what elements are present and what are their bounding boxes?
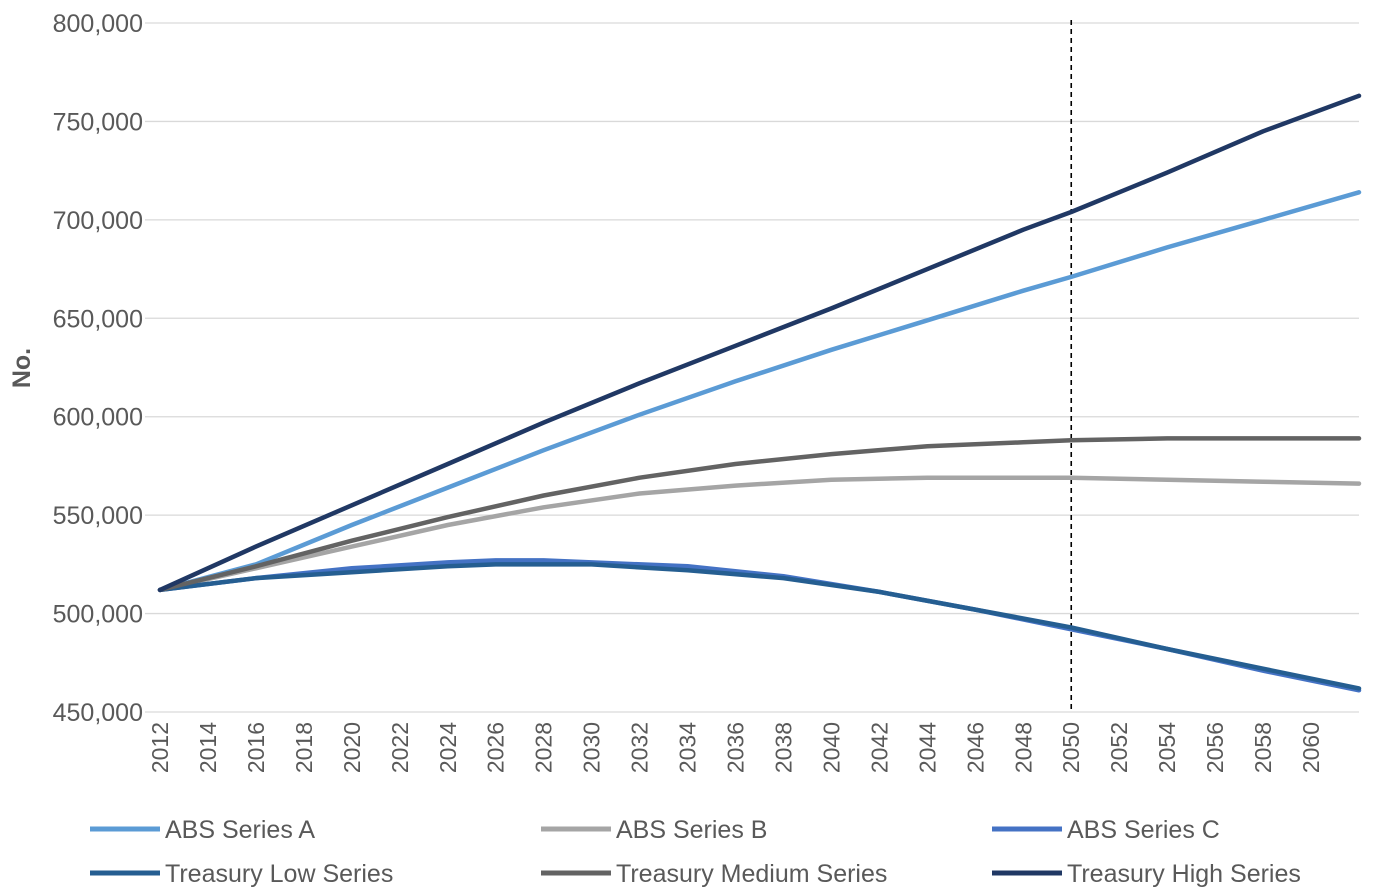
x-tick-label: 2012 [147,722,173,773]
x-tick-label: 2042 [866,722,892,773]
y-axis-label: No. [8,348,36,388]
legend: ABS Series A ABS Series B ABS Series C Trea… [90,816,1301,888]
legend-label: Treasury High Series [1067,860,1301,888]
x-tick-label: 2050 [1058,722,1084,773]
x-tick-label: 2018 [291,722,317,773]
series-line-1 [157,475,1362,593]
x-tick-label: 2016 [243,722,269,773]
x-tick-label: 2054 [1154,722,1180,773]
x-tick-label: 2040 [818,722,844,773]
legend-label: ABS Series C [1067,816,1220,844]
y-axis-ticks: 450,000 500,000 550,000 600,000 650,000 700,0… [53,10,143,727]
x-tick-label: 2020 [339,722,365,773]
y-tick-label: 700,000 [53,207,143,235]
x-tick-label: 2052 [1106,722,1132,773]
x-tick-label: 2028 [531,722,557,773]
series-lines [157,93,1362,693]
x-tick-label: 2056 [1202,722,1228,773]
x-tick-label: 2060 [1298,722,1324,773]
legend-label: ABS Series B [616,816,767,844]
series-line-0 [157,190,1362,593]
x-tick-label: 2058 [1250,722,1276,773]
y-tick-label: 500,000 [53,601,143,629]
x-tick-label: 2044 [914,722,940,773]
x-tick-label: 2036 [723,722,749,773]
series-line-5 [157,93,1362,593]
y-tick-label: 800,000 [53,10,143,38]
x-tick-label: 2032 [627,722,653,773]
x-tick-label: 2038 [770,722,796,773]
legend-label: Treasury Low Series [165,860,393,888]
y-tick-label: 600,000 [53,404,143,432]
x-tick-label: 2046 [962,722,988,773]
series-line-2 [157,558,1362,693]
series-line-4 [157,436,1362,593]
y-tick-label: 650,000 [53,305,143,333]
y-tick-label: 450,000 [53,699,143,727]
x-tick-label: 2034 [675,722,701,773]
series-line-3 [157,562,1362,691]
y-tick-label: 750,000 [53,108,143,136]
x-tick-label: 2014 [195,722,221,773]
x-tick-label: 2024 [435,722,461,773]
x-tick-label: 2026 [483,722,509,773]
y-gridlines [145,22,1359,615]
legend-label: ABS Series A [165,816,315,844]
legend-label: Treasury Medium Series [616,860,887,888]
x-tick-label: 2030 [579,722,605,773]
x-tick-label: 2048 [1010,722,1036,773]
x-tick-label: 2022 [387,722,413,773]
x-axis-ticks: 2012 2014 2016 2018 2020 2022 2024 2026 2028 2030… [147,722,1324,773]
y-tick-label: 550,000 [53,502,143,530]
